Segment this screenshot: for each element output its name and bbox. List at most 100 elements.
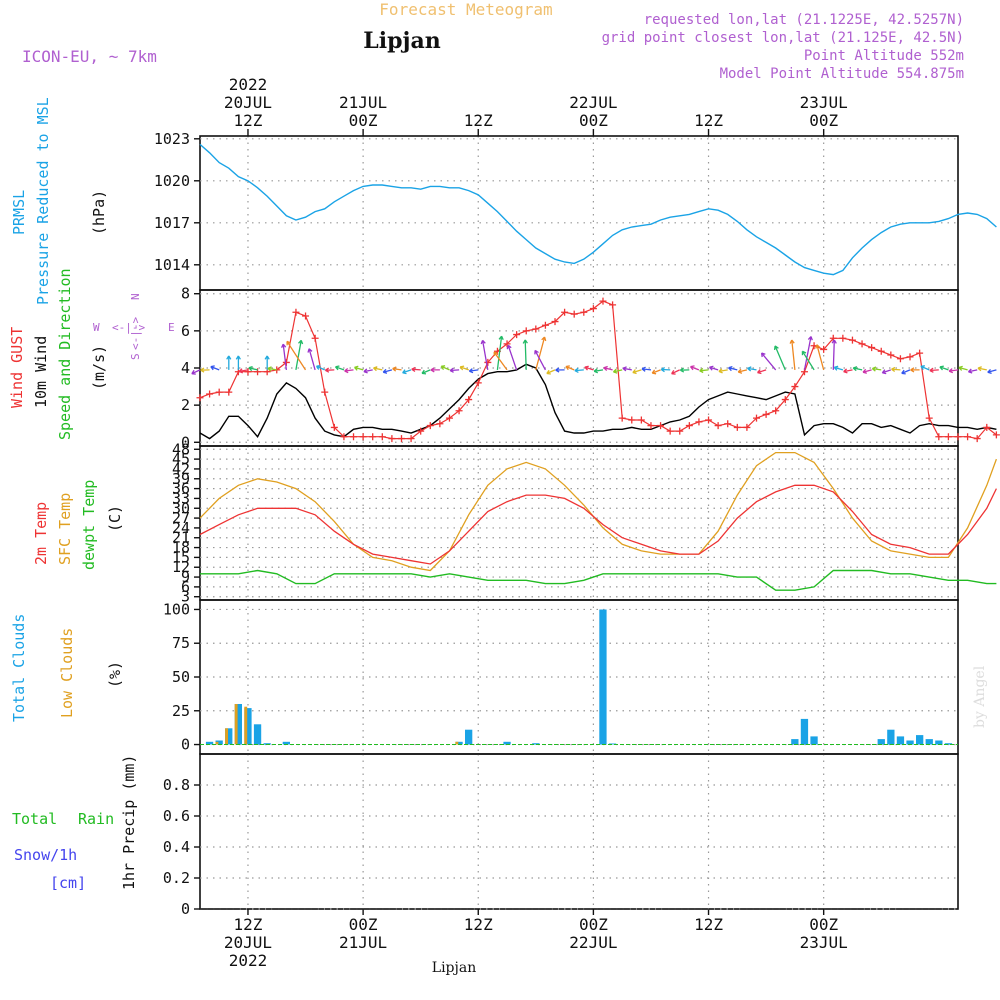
wind-gust-point: [436, 420, 444, 428]
rain-label: Rain: [78, 810, 114, 828]
wind-gust-point: [724, 420, 732, 428]
grid-point-coords: grid point closest lon,lat (21.125E, 42.…: [602, 30, 964, 46]
top-tick-hour: 00Z: [809, 111, 838, 130]
wind-direction-arrow: [789, 339, 796, 370]
wind-direction-arrow: [757, 369, 767, 375]
wind-gust-point: [513, 331, 521, 339]
total-clouds-bar: [253, 724, 262, 745]
y-tick-label: 39: [172, 470, 190, 488]
wind-direction-arrow: [612, 368, 623, 374]
y-tick-label: 24: [172, 519, 190, 537]
total-clouds-bar: [944, 743, 953, 745]
wind-gust-point: [503, 340, 511, 348]
wind-direction-arrow: [440, 365, 450, 371]
y-tick-label: 30: [172, 499, 190, 517]
wind-direction-arrow: [315, 365, 325, 371]
wind-direction-arrow: [200, 367, 210, 373]
total-clouds-bar: [532, 743, 540, 745]
wind-gust-point: [973, 435, 981, 443]
y-tick-label: 33: [172, 489, 190, 507]
compass-ns-arrows: <-|->: [129, 317, 142, 350]
wind-direction-arrow: [815, 344, 825, 371]
y-tick-label: 2: [181, 396, 190, 414]
dewpt-temp-line: [200, 569, 997, 591]
wind-direction-arrow: [967, 368, 978, 374]
wind-direction-arrow: [773, 345, 786, 371]
low-clouds-bar: [215, 741, 219, 745]
wind-direction-arrow: [493, 351, 508, 371]
wind-direction-arrow: [660, 367, 671, 373]
wind-gust-point: [647, 422, 655, 430]
wind-direction-arrow: [977, 366, 987, 372]
wind-gust-point: [397, 435, 405, 443]
y-tick-label: 36: [172, 480, 190, 498]
y-tick-label: 27: [172, 509, 190, 527]
wind-gust-point: [705, 416, 713, 424]
y-tick-label: 6: [181, 322, 190, 340]
footer-location: Lipjan: [432, 960, 476, 976]
total-clouds-bar: [234, 704, 242, 745]
wind-direction-arrow: [468, 368, 479, 374]
total-clouds-bar: [599, 609, 607, 745]
wind-direction-arrow: [430, 367, 440, 373]
wind-direction-arrow: [910, 367, 920, 373]
top-tick-date: 21JUL: [339, 93, 387, 112]
y-tick-label: 9: [181, 568, 190, 586]
y-tick-label: 25: [172, 702, 190, 720]
wind-direction-arrow: [307, 348, 316, 371]
total-clouds-bar: [800, 718, 809, 745]
requested-coords: requested lon,lat (21.1225E, 42.5257N): [644, 12, 964, 28]
wind-direction-arrow: [354, 365, 364, 371]
y-tick-label: 18: [172, 539, 190, 557]
wind-gust-point: [781, 396, 789, 404]
low-clouds-label: Low Clouds: [58, 628, 76, 718]
y-tick-label: 0: [181, 736, 190, 754]
wind-gust-point: [369, 433, 377, 441]
wind-gust-point: [292, 308, 300, 316]
wind-direction-arrow: [833, 365, 844, 371]
wind-direction-arrow: [534, 349, 546, 371]
bottom-tick-hour: 00Z: [349, 915, 378, 934]
prmsl-label: PRMSL: [10, 190, 28, 235]
low-clouds-bar: [225, 728, 228, 745]
y-tick-label: 0: [181, 900, 190, 918]
precip-panel: 0.8 0.6 0.4 0.2 0: [163, 753, 959, 918]
location-title: Lipjan: [363, 28, 440, 54]
wind-gust-point: [944, 433, 952, 441]
wind-direction-arrow: [699, 367, 709, 374]
precip-frame: [199, 753, 959, 910]
top-tick-hour: 00Z: [579, 111, 608, 130]
y-tick-label: 45: [172, 450, 190, 468]
pressure-panel: 1023 1020 1017 1014: [154, 130, 997, 291]
y-tick-label: 6: [181, 578, 190, 596]
total-clouds-bar: [916, 735, 924, 745]
snow-label: Snow/1h: [14, 846, 77, 864]
bottom-tick-date: 23JUL: [800, 933, 848, 952]
wind-gust-point: [340, 433, 348, 441]
wind-direction-arrow: [920, 365, 930, 371]
wind-direction-arrow: [264, 355, 270, 370]
wind-direction-arrow: [295, 339, 304, 371]
wind-direction-arrow: [281, 343, 288, 370]
wind-direction-arrow: [689, 365, 700, 371]
wind-gust-point: [676, 427, 684, 435]
wind-direction-arrow: [760, 352, 777, 371]
y-tick-label: 0.6: [163, 807, 190, 825]
wind-10m-line: [199, 363, 997, 440]
total-clouds-bar: [263, 743, 271, 745]
wind-direction-arrow: [901, 369, 911, 375]
wind-direction-arrow: [191, 369, 201, 375]
compass-ew-arrows: <-|->: [112, 321, 145, 334]
wind-direction-arrow: [958, 365, 968, 371]
wind-direction-arrow: [555, 367, 565, 373]
wind-direction-arrow: [948, 368, 959, 374]
wind-gust-point: [925, 414, 933, 422]
wind-direction-arrow: [344, 367, 354, 374]
wind-gust-point: [733, 423, 741, 431]
wind-gust-point: [858, 340, 866, 348]
wind-direction-arrow: [622, 366, 632, 372]
low-clouds-bar: [234, 704, 238, 745]
pressure-msl-label: Pressure Reduced to MSL: [34, 97, 52, 305]
